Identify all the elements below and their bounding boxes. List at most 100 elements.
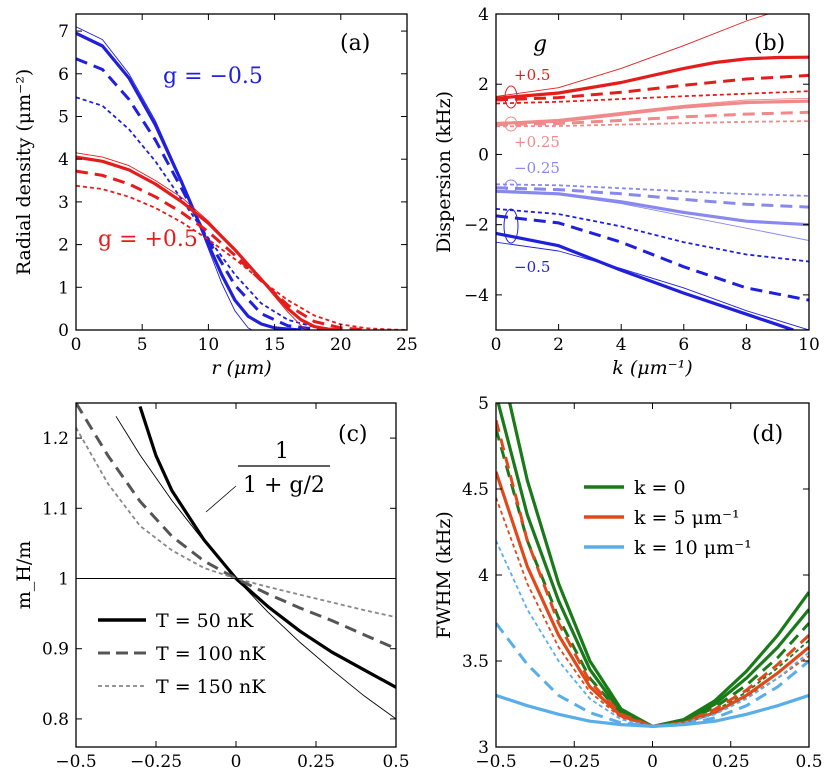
yaxis-label-c: m_H/m xyxy=(13,541,35,610)
xtick-label-d-1: −0.25 xyxy=(548,752,600,772)
formula-denominator: 1 + g/2 xyxy=(243,473,325,498)
xtick-label-c-4: 0.5 xyxy=(382,752,409,772)
ytick-label-a-7: 7 xyxy=(58,22,69,42)
axes-frame-a xyxy=(75,13,408,331)
series-b-14 xyxy=(496,214,809,302)
ytick-label-b-0: −4 xyxy=(464,286,489,306)
xtick-label-c-2: 0 xyxy=(231,752,242,772)
xtick-label-a-2: 10 xyxy=(198,335,220,355)
xaxis-label-a: r (μm) xyxy=(211,357,271,379)
ytick-label-d-2: 4 xyxy=(478,566,489,586)
ytick-label-a-5: 5 xyxy=(58,107,69,127)
series-b-0 xyxy=(496,14,769,97)
yaxis-label-b: Dispersion (kHz) xyxy=(433,91,455,253)
ytick-label-b-4: 4 xyxy=(478,5,489,25)
series-d-5 xyxy=(496,419,809,728)
annotation-g-minus: g = −0.5 xyxy=(163,64,263,89)
series-group-b xyxy=(496,14,809,330)
ytick-label-a-4: 4 xyxy=(58,150,69,170)
series-c-2 xyxy=(76,403,396,651)
xtick-label-b-3: 6 xyxy=(678,335,689,355)
series-b-4 xyxy=(496,97,809,124)
xtick-label-b-1: 2 xyxy=(553,335,564,355)
ytick-label-a-0: 0 xyxy=(58,321,69,341)
marker-ellipse-minus-0-5 xyxy=(503,208,519,244)
series-b-11 xyxy=(496,183,809,197)
xtick-label-d-0: −0.5 xyxy=(475,752,516,772)
series-b-8 xyxy=(496,190,809,241)
ytick-label-b-2: 0 xyxy=(478,145,489,165)
xaxis-label-c: g xyxy=(230,774,242,780)
legend-title-g: g xyxy=(533,32,547,57)
series-c-0 xyxy=(115,416,396,720)
legend-d-label-k10: k = 10 μm⁻¹ xyxy=(634,537,752,559)
xtick-label-c-3: 0.25 xyxy=(297,752,335,772)
series-a-3 xyxy=(76,96,341,330)
xtick-label-a-5: 25 xyxy=(396,335,418,355)
series-a-2 xyxy=(76,57,328,330)
ytick-label-a-1: 1 xyxy=(58,278,69,298)
ytick-label-b-3: 2 xyxy=(478,75,489,95)
series-b-3 xyxy=(496,90,809,105)
ytick-label-c-4: 1.2 xyxy=(42,429,69,449)
xtick-label-b-2: 4 xyxy=(616,335,627,355)
series-d-7 xyxy=(496,693,809,728)
series-b-13 xyxy=(496,231,794,330)
formula-annotation: 1 1 + g/2 xyxy=(205,439,330,513)
marker-ellipse-plus-0-25 xyxy=(504,116,518,132)
formula-numerator: 1 xyxy=(275,439,289,464)
series-b-7 xyxy=(496,120,809,128)
ytick-label-d-0: 3 xyxy=(478,738,489,758)
xtick-label-b-4: 8 xyxy=(741,335,752,355)
legend-c-label-100: T = 100 nK xyxy=(156,643,266,665)
series-c-3 xyxy=(76,427,396,618)
yaxis-label-a: Radial density (μm⁻²) xyxy=(13,69,35,275)
series-b-5 xyxy=(496,99,809,126)
xaxis-label-b: k (μm⁻¹) xyxy=(612,357,692,379)
label-minus-0-5: −0.5 xyxy=(514,258,550,276)
xtick-label-a-3: 15 xyxy=(264,335,286,355)
xaxis-label-d: g xyxy=(646,774,658,780)
panel-c: −0.5 −0.25 0 0.25 0.5 0.8 0.9 1 1.1 1.2 g m_H/m xyxy=(13,402,410,780)
panel-label-c: (c) xyxy=(338,422,368,447)
ytick-label-c-2: 1 xyxy=(58,570,69,590)
legend-c-label-150: T = 150 nK xyxy=(156,676,266,698)
legend-c-label-50: T = 50 nK xyxy=(156,610,254,632)
series-group-d xyxy=(496,403,809,728)
marker-ellipse-minus-0-25 xyxy=(504,179,518,193)
series-d-2 xyxy=(496,428,809,728)
series-a-6 xyxy=(76,169,368,330)
series-b-2 xyxy=(496,73,809,102)
series-a-7 xyxy=(76,184,407,330)
formula-pointer xyxy=(205,485,237,513)
ytick-label-d-3: 4.5 xyxy=(462,480,489,500)
panel-label-b: (b) xyxy=(754,31,785,56)
panel-label-a: (a) xyxy=(340,31,370,56)
panel-a: 0 5 10 15 20 25 0 1 2 3 4 5 6 7 r (μm) Radial density (… xyxy=(13,13,418,379)
yaxis-label-d: FWHM (kHz) xyxy=(433,511,455,639)
series-d-0 xyxy=(508,403,809,728)
axes-frame-b xyxy=(495,13,810,331)
series-b-15 xyxy=(496,208,809,263)
xtick-label-c-0: −0.5 xyxy=(55,752,96,772)
xtick-label-b-5: 10 xyxy=(798,335,820,355)
ytick-label-d-1: 3.5 xyxy=(462,652,489,672)
label-plus-0-25: +0.25 xyxy=(514,133,560,151)
legend-d: k = 0 k = 5 μm⁻¹ k = 10 μm⁻¹ xyxy=(584,477,752,559)
xtick-label-d-2: 0 xyxy=(647,752,658,772)
series-b-6 xyxy=(496,110,809,127)
series-b-1 xyxy=(496,55,809,100)
xtick-label-a-4: 20 xyxy=(330,335,352,355)
ytick-label-c-0: 0.8 xyxy=(42,710,69,730)
label-minus-0-25: −0.25 xyxy=(514,159,560,177)
series-group-c xyxy=(76,403,396,720)
ytick-label-a-3: 3 xyxy=(58,193,69,213)
ytick-label-a-6: 6 xyxy=(58,65,69,85)
series-a-5 xyxy=(76,155,341,330)
xtick-label-a-0: 0 xyxy=(71,335,82,355)
series-b-10 xyxy=(496,186,809,209)
series-d-9 xyxy=(496,540,809,728)
xtick-label-d-3: 0.25 xyxy=(712,752,750,772)
annotation-g-plus: g = +0.5 xyxy=(98,227,198,252)
